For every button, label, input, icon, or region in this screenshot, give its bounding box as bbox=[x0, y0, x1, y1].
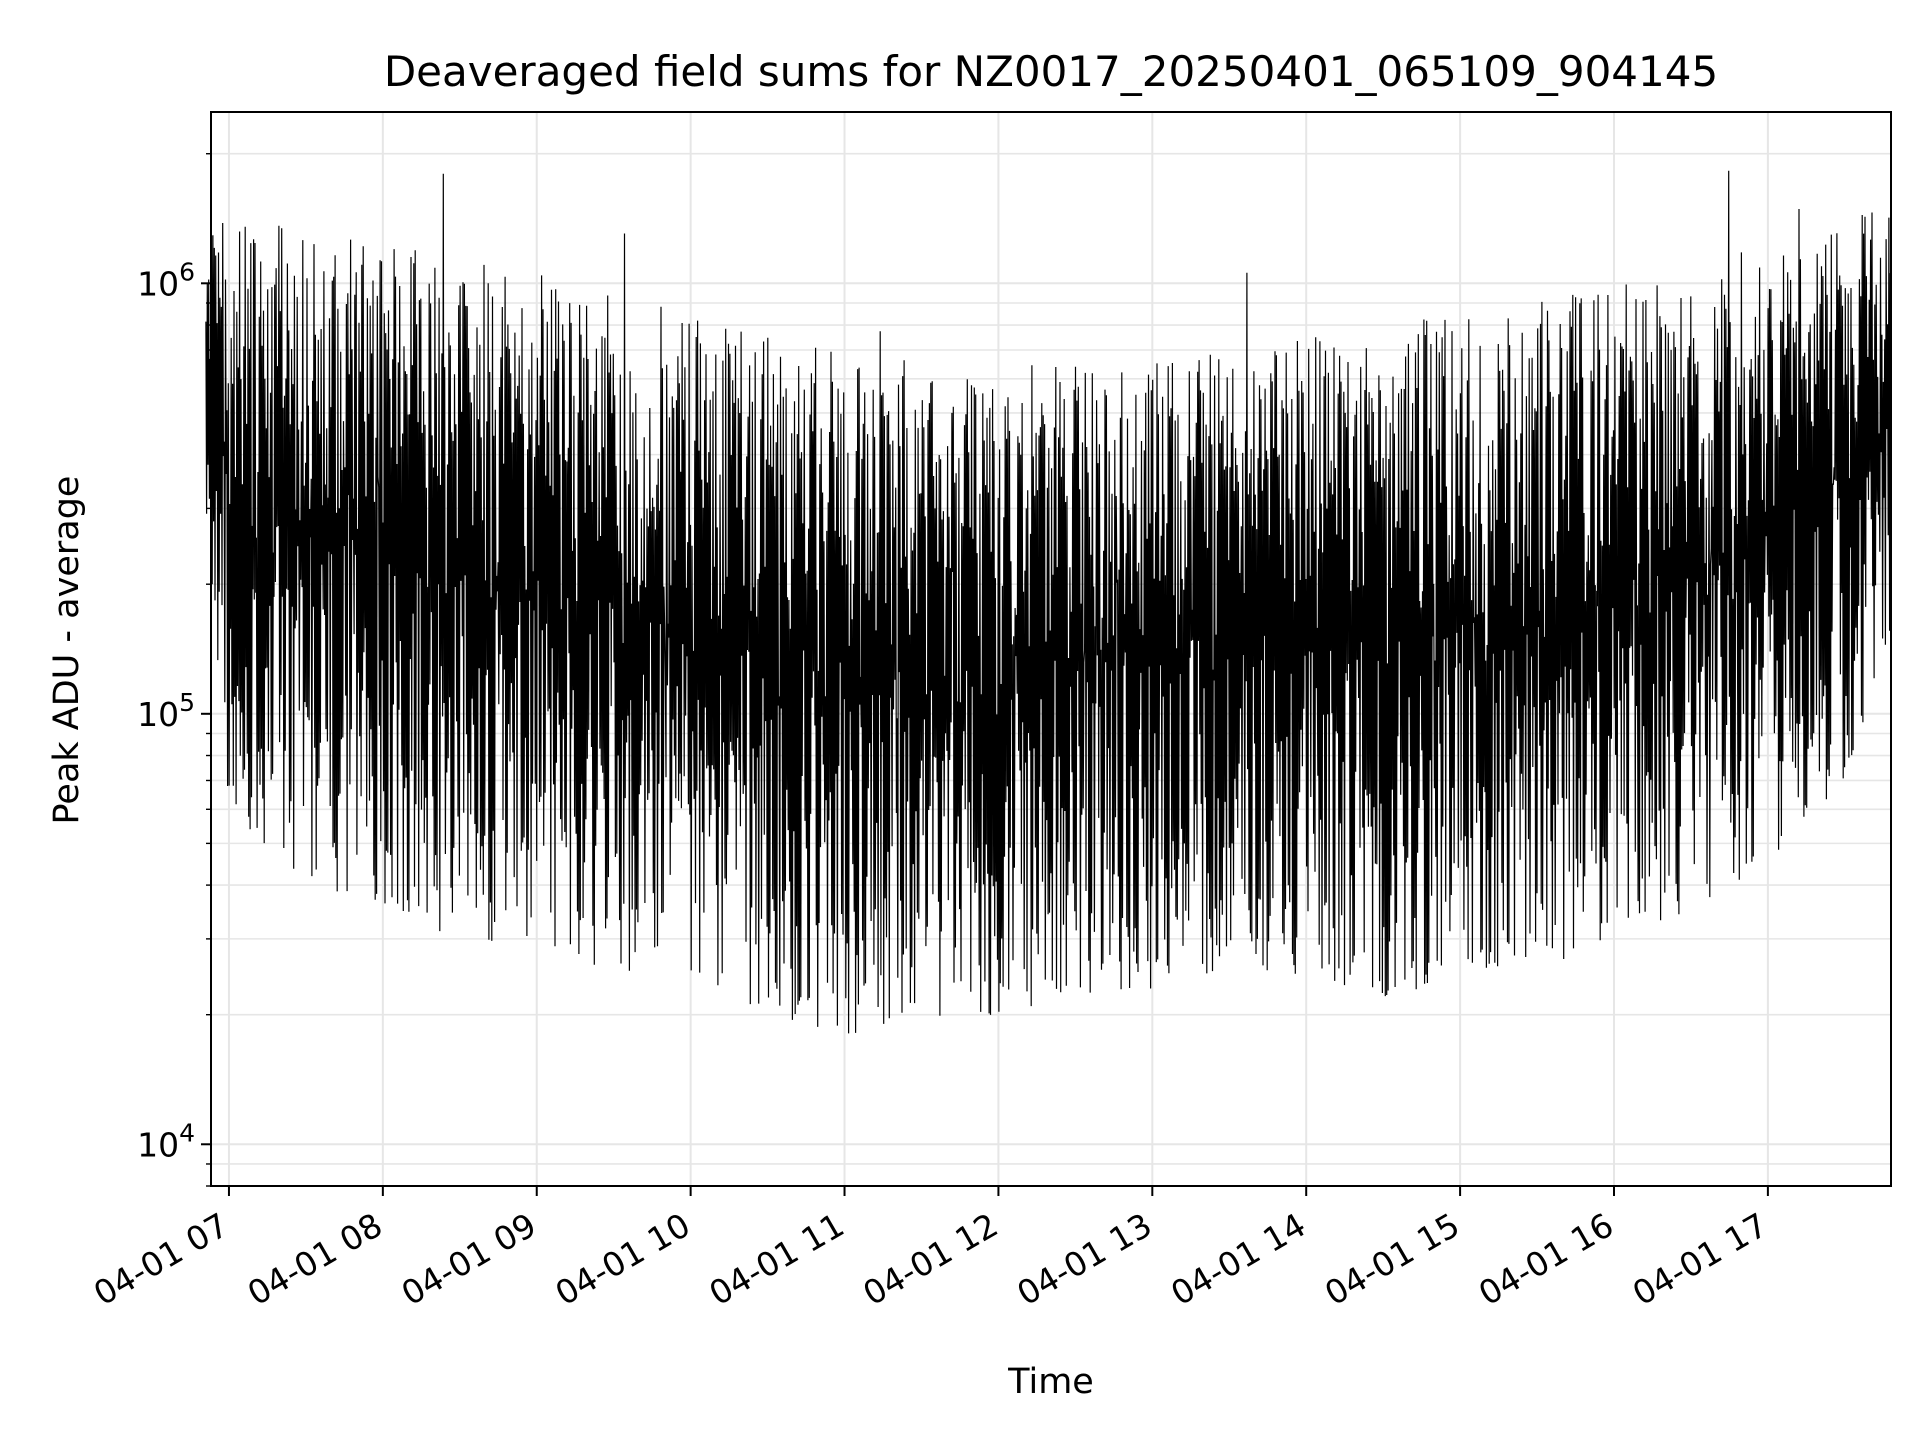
series-line bbox=[205, 170, 1892, 1034]
y-axis: 104 105 106 bbox=[137, 153, 211, 1187]
x-tick-label: 04-01 10 bbox=[549, 1205, 697, 1313]
x-tick-label: 04-01 14 bbox=[1164, 1205, 1312, 1313]
y-tick-label: 104 bbox=[137, 1118, 195, 1164]
y-tick-label: 106 bbox=[137, 257, 195, 303]
plot-frame bbox=[210, 111, 1892, 1187]
data-line bbox=[205, 170, 1892, 1034]
x-axis: 04-01 07 04-01 08 04-01 09 04-01 10 04-01 11… bbox=[87, 1186, 1774, 1313]
x-tick-label: 04-01 09 bbox=[395, 1205, 543, 1313]
x-tick-label: 04-01 15 bbox=[1318, 1205, 1466, 1313]
y-axis-label: Peak ADU - average bbox=[47, 476, 87, 825]
y-tick-label: 105 bbox=[137, 688, 195, 734]
x-tick-label: 04-01 11 bbox=[703, 1205, 851, 1313]
x-tick-label: 04-01 13 bbox=[1010, 1205, 1158, 1313]
x-tick-label: 04-01 07 bbox=[87, 1205, 235, 1313]
chart-title: Deaveraged field sums for NZ0017_2025040… bbox=[384, 47, 1718, 96]
x-tick-label: 04-01 12 bbox=[856, 1205, 1004, 1313]
x-tick-label: 04-01 08 bbox=[241, 1205, 389, 1313]
x-tick-label: 04-01 17 bbox=[1626, 1205, 1774, 1313]
x-axis-label: Time bbox=[1007, 1362, 1094, 1402]
x-tick-label: 04-01 16 bbox=[1472, 1205, 1620, 1313]
